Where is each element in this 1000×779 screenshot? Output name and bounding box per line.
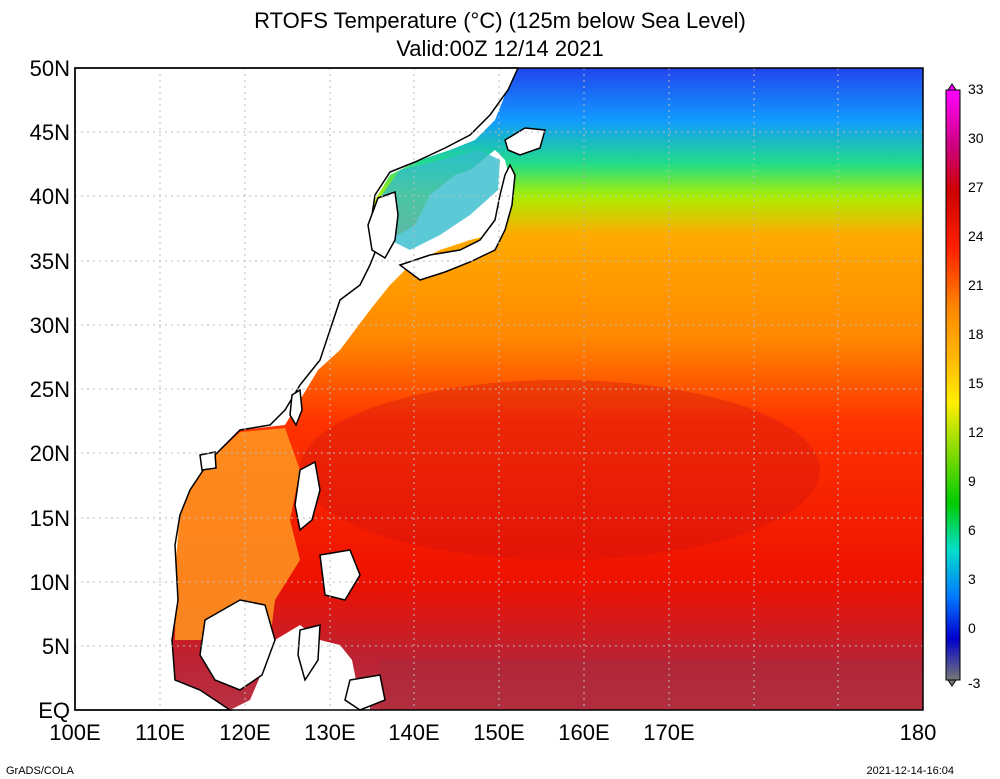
sulawesi — [297, 624, 321, 682]
hainan — [199, 451, 217, 471]
lon-label: 140E — [388, 720, 439, 745]
sea-of-japan — [378, 150, 500, 250]
colorbar-label: 30 — [968, 130, 984, 146]
lat-label: 40N — [30, 184, 70, 209]
colorbar-label: 6 — [968, 522, 976, 538]
colorbar-label: 15 — [968, 375, 984, 391]
taiwan — [289, 388, 303, 427]
lon-label: 130E — [304, 720, 355, 745]
lat-label: 50N — [30, 56, 70, 81]
luzon — [294, 460, 321, 532]
lat-label: 30N — [30, 313, 70, 338]
lon-label: 120E — [219, 720, 270, 745]
korea — [367, 190, 399, 260]
footer-timestamp: 2021-12-14-16:04 — [866, 765, 954, 777]
colorbar-label: 0 — [968, 620, 976, 636]
footer-source: GrADS/COLA — [6, 765, 74, 777]
colorbar — [945, 89, 961, 681]
equatorial-band — [380, 660, 923, 710]
colorbar-label: 27 — [968, 179, 984, 195]
lat-label: 35N — [30, 249, 70, 274]
warm-pool — [300, 380, 820, 560]
map-frame — [74, 67, 924, 711]
asia-mainland — [74, 67, 520, 711]
map-title: RTOFS Temperature (°C) (125m below Sea L… — [254, 8, 746, 33]
lat-label: EQ — [38, 698, 70, 723]
latitude-labels: 50N 45N 40N 35N 30N 25N 20N 15N 10N 5N E… — [30, 56, 70, 723]
lon-label: 160E — [558, 720, 609, 745]
lat-label: 15N — [30, 506, 70, 531]
lat-label: 20N — [30, 441, 70, 466]
colorbar-bottom-arrow — [947, 679, 957, 687]
new-guinea — [344, 674, 386, 711]
mindanao — [319, 549, 361, 601]
lat-label: 25N — [30, 377, 70, 402]
grid-lines — [75, 68, 923, 710]
coastlines — [74, 67, 546, 711]
longitude-labels: 100E 110E 120E 130E 140E 150E 160E 170E … — [49, 720, 936, 745]
lat-label: 45N — [30, 120, 70, 145]
colorbar-label: 9 — [968, 473, 976, 489]
lon-label: 180 — [900, 720, 937, 745]
lon-label: 100E — [49, 720, 100, 745]
lon-label: 150E — [473, 720, 524, 745]
lon-label: 170E — [643, 720, 694, 745]
lat-label: 5N — [42, 634, 70, 659]
colorbar-label: 21 — [968, 277, 984, 293]
colorbar-label: -3 — [968, 675, 981, 691]
map-subtitle: Valid:00Z 12/14 2021 — [396, 36, 604, 61]
lat-label: 10N — [30, 570, 70, 595]
colorbar-label: 18 — [968, 326, 984, 342]
colorbar-label: 12 — [968, 424, 984, 440]
colorbar-label: 3 — [968, 571, 976, 587]
hokkaido — [504, 127, 546, 156]
borneo — [199, 599, 276, 691]
lon-label: 110E — [135, 720, 185, 745]
colorbar-label: 24 — [968, 228, 984, 244]
colorbar-labels: 33 30 27 24 21 18 15 12 9 6 3 0 -3 — [968, 81, 984, 691]
japan — [398, 163, 516, 281]
colorbar-label: 33 — [968, 81, 984, 97]
south-china-sea — [175, 428, 300, 640]
ocean-temperature-field — [170, 68, 923, 710]
colorbar-top-arrow — [947, 83, 957, 91]
